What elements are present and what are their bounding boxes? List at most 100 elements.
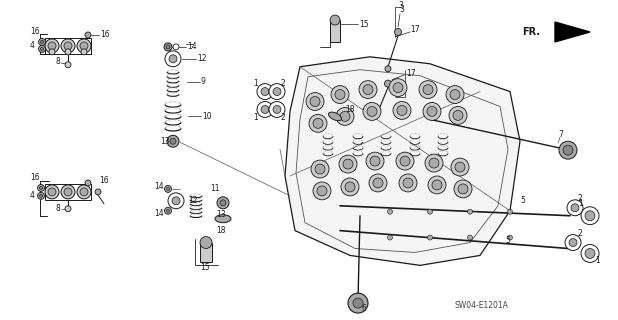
Circle shape — [385, 66, 391, 72]
Circle shape — [165, 51, 181, 67]
Circle shape — [343, 159, 353, 169]
Circle shape — [48, 188, 56, 196]
Circle shape — [40, 194, 43, 197]
Circle shape — [396, 152, 414, 170]
Circle shape — [559, 141, 577, 159]
Circle shape — [370, 156, 380, 166]
Text: 8: 8 — [56, 204, 61, 213]
Circle shape — [85, 180, 91, 186]
Text: 12: 12 — [197, 54, 206, 63]
Circle shape — [429, 158, 439, 168]
Text: 14: 14 — [187, 42, 197, 52]
Text: 1: 1 — [253, 79, 258, 88]
Circle shape — [166, 45, 170, 49]
Circle shape — [565, 235, 581, 251]
Circle shape — [366, 152, 384, 170]
Text: 10: 10 — [202, 112, 211, 121]
Text: 16: 16 — [100, 30, 109, 39]
Circle shape — [345, 182, 355, 192]
Text: 13: 13 — [160, 137, 169, 146]
Text: 15: 15 — [359, 20, 368, 28]
Circle shape — [369, 174, 387, 192]
Circle shape — [419, 81, 437, 99]
Circle shape — [317, 186, 327, 196]
Circle shape — [428, 209, 433, 214]
Polygon shape — [555, 22, 590, 42]
Circle shape — [563, 145, 573, 155]
Circle shape — [585, 249, 595, 259]
Circle shape — [61, 39, 75, 53]
Circle shape — [387, 209, 392, 214]
Circle shape — [339, 155, 357, 173]
Circle shape — [269, 84, 285, 100]
Circle shape — [64, 42, 72, 50]
Text: 15: 15 — [200, 263, 210, 272]
Circle shape — [348, 293, 368, 313]
Circle shape — [373, 178, 383, 188]
Text: 3: 3 — [398, 1, 403, 10]
Circle shape — [384, 80, 391, 87]
Text: 2: 2 — [578, 194, 583, 203]
Circle shape — [273, 106, 281, 113]
Circle shape — [273, 88, 281, 96]
Circle shape — [306, 92, 324, 110]
Circle shape — [313, 182, 331, 200]
Circle shape — [217, 197, 229, 209]
Circle shape — [427, 107, 437, 116]
Circle shape — [164, 207, 172, 214]
Polygon shape — [285, 57, 520, 265]
Circle shape — [166, 188, 169, 190]
Text: 9: 9 — [201, 77, 206, 86]
Circle shape — [41, 47, 43, 50]
Text: 11: 11 — [210, 184, 219, 193]
Circle shape — [400, 156, 410, 166]
Circle shape — [95, 189, 101, 195]
Circle shape — [38, 45, 46, 52]
Text: 8: 8 — [56, 57, 61, 66]
Text: 13: 13 — [216, 210, 226, 219]
Circle shape — [397, 106, 407, 116]
Circle shape — [80, 188, 88, 196]
Circle shape — [336, 108, 354, 125]
Circle shape — [257, 84, 273, 100]
Circle shape — [340, 111, 350, 121]
Circle shape — [387, 235, 392, 240]
Circle shape — [261, 106, 269, 113]
Circle shape — [64, 188, 72, 196]
Circle shape — [65, 49, 71, 55]
Circle shape — [331, 86, 349, 103]
Text: 2: 2 — [281, 113, 286, 122]
Circle shape — [48, 42, 56, 50]
Circle shape — [38, 38, 46, 45]
Text: 7: 7 — [558, 130, 563, 139]
Circle shape — [467, 235, 473, 240]
Circle shape — [341, 178, 359, 196]
Circle shape — [425, 154, 443, 172]
Circle shape — [257, 101, 273, 117]
Circle shape — [41, 40, 43, 44]
Text: 18: 18 — [345, 105, 355, 114]
Text: 5: 5 — [505, 236, 510, 245]
Circle shape — [423, 84, 433, 94]
Circle shape — [220, 200, 226, 206]
Circle shape — [353, 298, 363, 308]
Circle shape — [311, 160, 329, 178]
Circle shape — [569, 239, 577, 246]
Circle shape — [310, 97, 320, 107]
Circle shape — [261, 88, 269, 96]
Text: 12: 12 — [188, 196, 198, 205]
Circle shape — [403, 178, 413, 188]
Circle shape — [363, 84, 373, 94]
Text: 1: 1 — [595, 256, 599, 265]
Circle shape — [507, 235, 512, 240]
Circle shape — [507, 209, 512, 214]
Circle shape — [81, 49, 87, 55]
Text: FR.: FR. — [522, 27, 540, 37]
Circle shape — [315, 164, 325, 174]
Circle shape — [330, 15, 340, 25]
Circle shape — [200, 236, 212, 249]
Circle shape — [394, 28, 402, 36]
Bar — [200, 243, 212, 262]
Circle shape — [393, 101, 411, 119]
Circle shape — [80, 42, 88, 50]
